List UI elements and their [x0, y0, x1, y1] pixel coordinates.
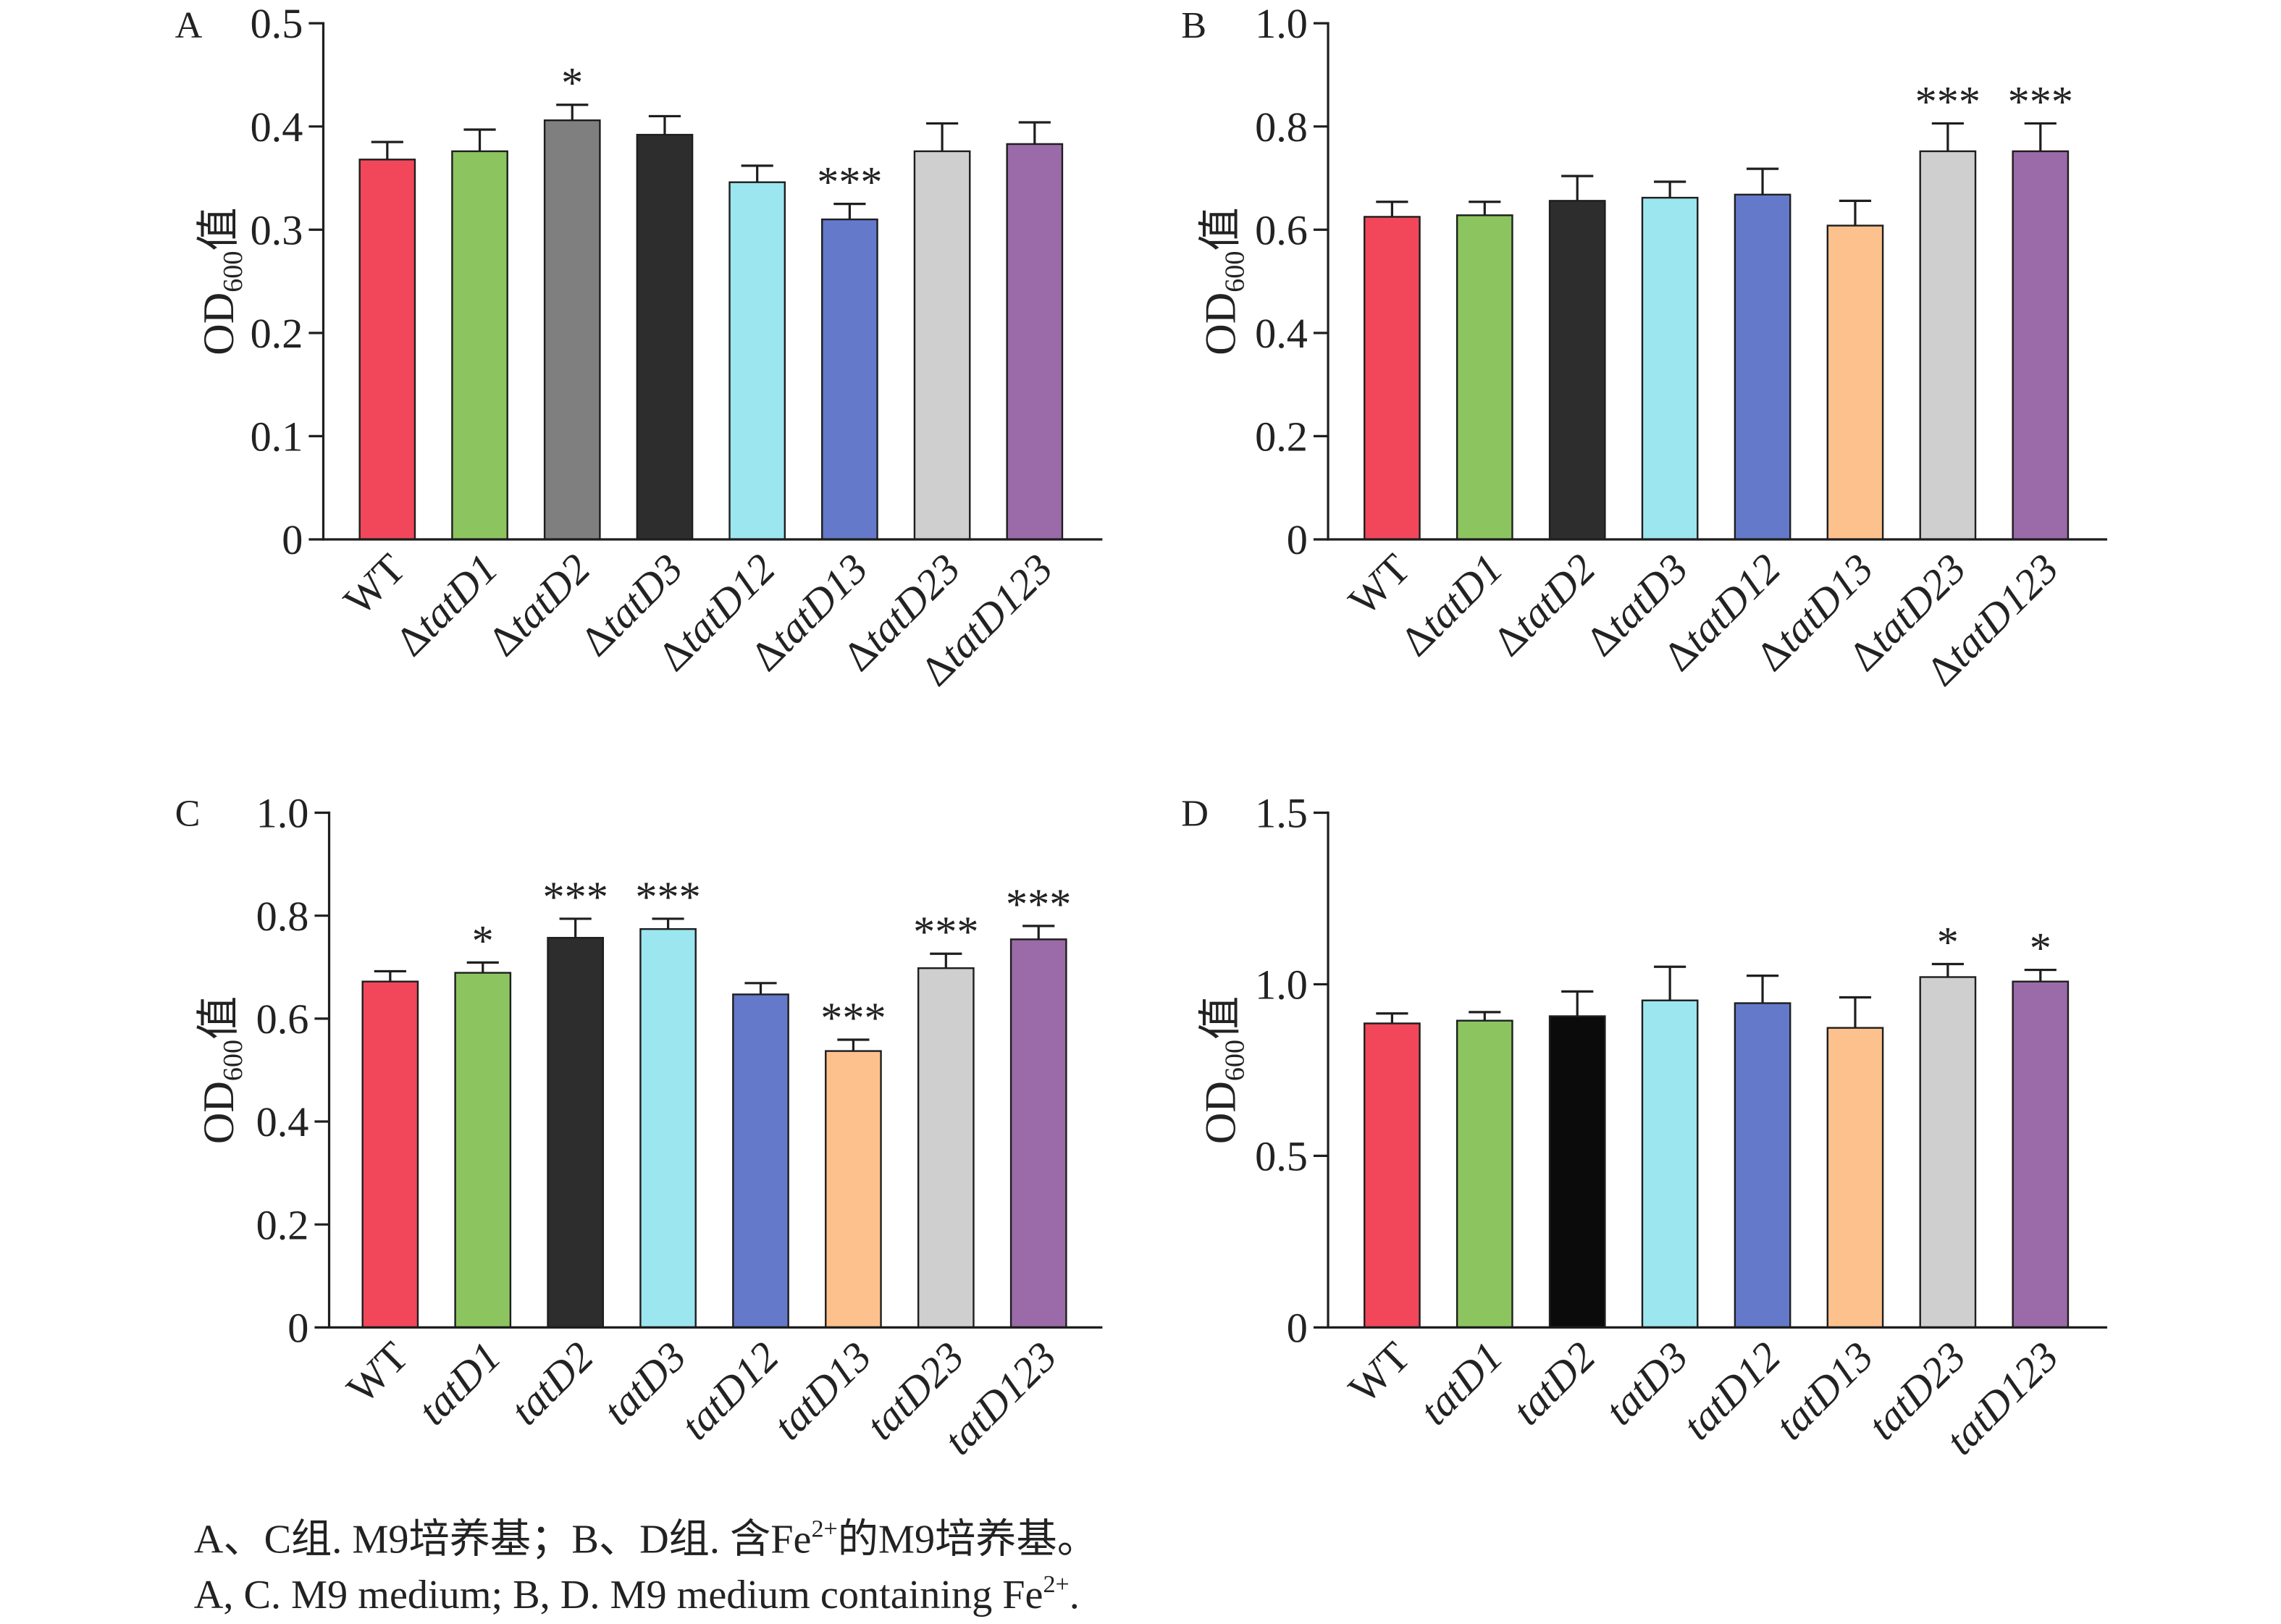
y-axis-label-main: OD: [195, 1081, 243, 1144]
bar: [543, 119, 601, 541]
y-axis-label: OD600值: [195, 207, 248, 355]
bar: [1548, 200, 1606, 541]
y-tick-label: 0.2: [251, 310, 303, 357]
y-axis-label-main: OD: [195, 293, 243, 355]
panel-label: B: [1181, 4, 1206, 46]
y-axis-label-subscript: 600: [218, 1040, 248, 1081]
y-axis-label: OD600值: [1197, 996, 1251, 1144]
caption-english: A, C. M9 medium; B, D. M9 medium contain…: [194, 1571, 1080, 1617]
y-tick-label: 0: [1287, 516, 1308, 563]
y-axis-label-subscript: 600: [1220, 251, 1251, 293]
significance-marker: ***: [913, 908, 978, 956]
y-axis-label-main: OD: [1197, 1081, 1245, 1144]
y-tick-label: 1.0: [256, 790, 309, 837]
significance-marker: ***: [2008, 77, 2073, 126]
bar: [913, 150, 971, 541]
caption-chinese-text: A、C组. M9培养基；B、D组. 含Fe: [194, 1518, 812, 1562]
y-tick-label: 0.8: [1255, 104, 1308, 151]
y-axis-label-suffix: 值: [195, 996, 243, 1040]
y-tick-label: 0: [282, 516, 303, 563]
bar: [732, 993, 789, 1329]
bar: [1009, 938, 1067, 1329]
y-tick-label: 0: [287, 1304, 308, 1351]
y-tick-label: 0.6: [256, 996, 309, 1043]
panel-label: A: [175, 4, 203, 46]
y-tick-label: 0.5: [1255, 1132, 1308, 1179]
y-axis-label-suffix: 值: [1197, 996, 1245, 1040]
y-tick-label: 0.4: [251, 104, 303, 151]
significance-marker: ***: [1006, 880, 1071, 929]
significance-marker: ***: [635, 873, 700, 922]
caption-chinese: A、C组. M9培养基；B、D组. 含Fe2+的M9培养基。: [194, 1516, 1098, 1562]
significance-marker: *: [561, 59, 583, 108]
bar: [1919, 150, 1977, 541]
y-tick-label: 0.4: [1255, 310, 1308, 357]
bar: [454, 972, 512, 1329]
significance-marker: ***: [1915, 77, 1980, 126]
caption-english-superscript: 2+: [1043, 1571, 1070, 1598]
caption-chinese-text-end: 的M9培养基。: [838, 1518, 1098, 1562]
caption-english-text-end: .: [1070, 1573, 1080, 1617]
significance-marker: ***: [542, 873, 608, 922]
bar: [1455, 214, 1513, 541]
bar: [1548, 1015, 1606, 1329]
bar: [821, 218, 878, 541]
bar: [728, 181, 786, 541]
bar: [1364, 1022, 1421, 1329]
panel-label: D: [1181, 793, 1209, 835]
y-tick-label: 0.4: [256, 1098, 309, 1145]
y-tick-label: 0.6: [1255, 206, 1308, 253]
charts-layer: AWTΔtatD1*ΔtatD2ΔtatD3ΔtatD12***ΔtatD13Δ…: [175, 0, 2107, 1464]
bar: [917, 967, 975, 1329]
y-tick-label: 0.3: [251, 206, 303, 253]
significance-marker: *: [472, 917, 494, 965]
y-tick-label: 0.8: [256, 893, 309, 940]
significance-marker: ***: [817, 159, 882, 207]
y-tick-label: 0: [1287, 1304, 1308, 1351]
bar: [639, 927, 697, 1329]
bar: [1919, 976, 1977, 1329]
bar: [2012, 150, 2070, 541]
bar: [1826, 1027, 1884, 1329]
bar: [1641, 999, 1699, 1329]
y-tick-label: 1.5: [1255, 790, 1308, 837]
bar: [361, 980, 419, 1329]
significance-marker: *: [1937, 918, 1959, 967]
bar: [636, 133, 694, 541]
caption-chinese-superscript: 2+: [811, 1516, 837, 1543]
bar: [1006, 143, 1064, 541]
significance-marker: *: [2030, 925, 2051, 973]
y-axis-label-subscript: 600: [218, 251, 248, 293]
y-axis-label: OD600值: [1197, 207, 1251, 355]
bar: [1826, 224, 1884, 541]
caption-english-text: A, C. M9 medium; B, D. M9 medium contain…: [194, 1573, 1043, 1617]
y-axis-label: OD600值: [195, 996, 248, 1144]
bar: [1364, 216, 1421, 541]
bar: [2012, 980, 2070, 1329]
y-tick-label: 0.2: [1255, 413, 1308, 460]
y-tick-label: 0.1: [251, 413, 303, 460]
y-axis-label-suffix: 值: [1197, 207, 1245, 251]
bar: [451, 150, 508, 541]
bar: [1734, 193, 1791, 541]
bar: [1734, 1002, 1791, 1329]
bar: [358, 159, 416, 541]
y-tick-label: 1.0: [1255, 0, 1308, 47]
significance-marker: ***: [820, 994, 886, 1043]
y-axis-label-suffix: 值: [195, 207, 243, 251]
panel-label: C: [175, 793, 201, 835]
y-tick-label: 1.0: [1255, 962, 1308, 1009]
bar: [1641, 196, 1699, 541]
y-axis-label-subscript: 600: [1220, 1040, 1251, 1081]
bar: [547, 937, 605, 1329]
bar: [825, 1050, 882, 1329]
y-tick-label: 0.5: [251, 0, 303, 47]
y-tick-label: 0.2: [256, 1201, 309, 1248]
y-axis-label-main: OD: [1197, 293, 1245, 355]
bar: [1455, 1019, 1513, 1329]
